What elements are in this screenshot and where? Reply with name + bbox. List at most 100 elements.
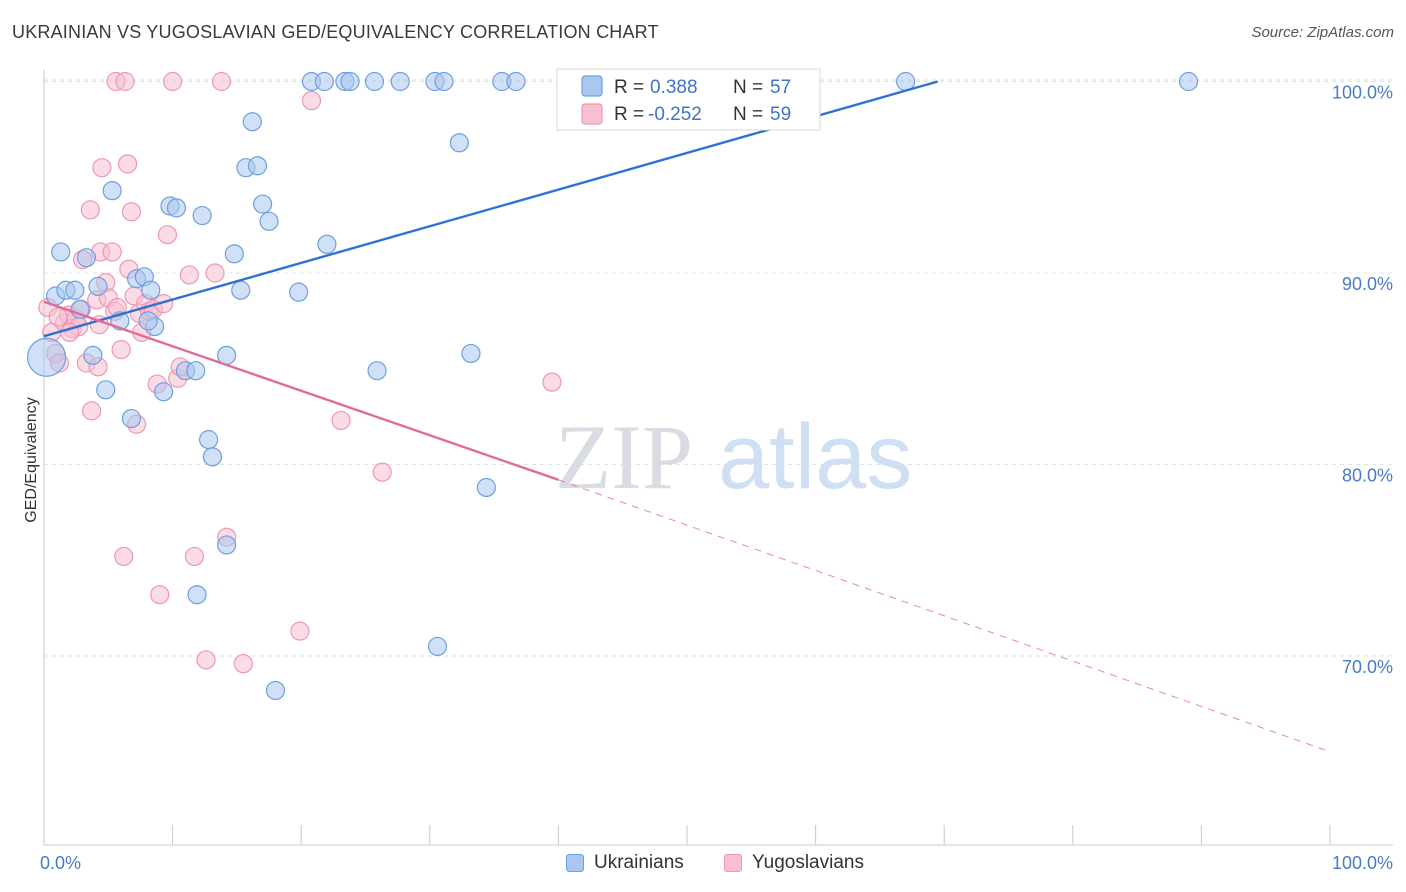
point-yugoslavians-22 <box>111 340 131 360</box>
point-yugoslavians-52 <box>542 372 562 392</box>
point-ukrainians-46 <box>434 71 454 92</box>
point-ukrainians-8 <box>88 276 108 297</box>
legend-r-label-1: R = <box>614 104 644 125</box>
bottom-legend-yugoslavians: Yugoslavians <box>724 852 864 874</box>
point-yugoslavians-19 <box>102 242 122 262</box>
point-yugoslavians-37 <box>157 225 178 245</box>
point-ukrainians-43 <box>390 71 410 92</box>
legend: R = 0.388 N = 57 R = -0.252 N = 59 <box>556 68 821 131</box>
legend-r-label-0: R = <box>614 77 644 98</box>
trend-line-yugoslavians-extension <box>558 479 1331 753</box>
point-yugoslavians-49 <box>301 91 322 111</box>
point-yugoslavians-58 <box>115 71 135 92</box>
point-yugoslavians-12 <box>81 401 102 421</box>
point-ukrainians-7 <box>83 345 103 365</box>
point-ukrainians-40 <box>340 71 360 92</box>
bottom-legend-swatch-ukrainians <box>566 854 584 872</box>
x-tick-label-left: 0.0% <box>40 853 81 873</box>
y-tick-labels: 70.0% 80.0% 90.0% 100.0% <box>1332 83 1393 678</box>
point-yugoslavians-47 <box>233 654 253 674</box>
point-ukrainians-30 <box>242 112 262 132</box>
watermark-zip: ZIP <box>555 406 693 508</box>
point-ukrainians-51 <box>506 71 526 92</box>
legend-n-value-0: 57 <box>770 77 791 98</box>
bottom-legend-label-yugoslavians: Yugoslavians <box>752 852 864 873</box>
point-yugoslavians-11 <box>80 200 100 220</box>
point-ukrainians-54 <box>1178 71 1199 92</box>
point-ukrainians-32 <box>253 194 273 214</box>
points-ukrainians <box>26 71 1199 701</box>
y-tick-label-90: 90.0% <box>1342 274 1393 294</box>
point-yugoslavians-50 <box>331 410 351 431</box>
point-yugoslavians-51 <box>372 462 392 482</box>
bottom-legend-ukrainians: Ukrainians <box>566 852 684 874</box>
bottom-legend-swatch-yugoslavians <box>724 854 742 872</box>
trend-line-yugoslavians <box>43 300 559 481</box>
point-yugoslavians-23 <box>114 546 134 567</box>
points-yugoslavians <box>38 71 562 674</box>
legend-n-label-1: N = <box>733 104 763 125</box>
point-yugoslavians-43 <box>196 650 216 670</box>
point-ukrainians-10 <box>102 181 122 201</box>
chart-title: UKRAINIAN VS YUGOSLAVIAN GED/EQUIVALENCY… <box>12 22 659 42</box>
point-ukrainians-19 <box>166 198 187 218</box>
point-ukrainians-31 <box>247 156 268 176</box>
point-ukrainians-17 <box>153 382 174 402</box>
point-ukrainians-56 <box>138 311 158 331</box>
point-ukrainians-41 <box>364 71 385 92</box>
legend-swatch-ukrainians <box>581 75 603 97</box>
x-tick-label-right: 100.0% <box>1332 853 1393 873</box>
point-ukrainians-28 <box>231 280 251 300</box>
point-yugoslavians-16 <box>92 158 112 178</box>
legend-n-value-1: 59 <box>770 104 791 125</box>
point-ukrainians-48 <box>461 343 481 364</box>
point-yugoslavians-41 <box>179 265 199 285</box>
point-yugoslavians-55 <box>48 307 68 327</box>
point-ukrainians-6 <box>76 248 97 268</box>
point-ukrainians-47 <box>449 133 469 153</box>
point-ukrainians-24 <box>202 447 223 467</box>
y-tick-label-100: 100.0% <box>1332 83 1393 103</box>
point-ukrainians-49 <box>476 477 496 498</box>
point-yugoslavians-35 <box>150 585 170 605</box>
point-yugoslavians-24 <box>117 154 138 174</box>
point-ukrainians-38 <box>317 234 337 254</box>
point-ukrainians-42 <box>367 361 387 381</box>
point-ukrainians-4 <box>65 280 85 300</box>
source-label: Source: ZipAtlas.com <box>1251 24 1394 41</box>
legend-swatch-yugoslavians <box>581 103 603 125</box>
point-ukrainians-25 <box>217 535 237 555</box>
bottom-legend-label-ukrainians: Ukrainians <box>594 852 684 873</box>
y-tick-label-70: 70.0% <box>1342 657 1393 677</box>
point-yugoslavians-45 <box>211 71 232 92</box>
point-ukrainians-35 <box>289 282 309 302</box>
legend-n-label-0: N = <box>733 77 763 98</box>
point-ukrainians-2 <box>51 242 71 262</box>
point-ukrainians-34 <box>265 680 286 701</box>
point-ukrainians-23 <box>199 430 219 450</box>
point-yugoslavians-44 <box>205 263 225 283</box>
watermark: ZIP atlas <box>555 406 912 508</box>
bottom-legend: Ukrainians Yugoslavians <box>0 852 1406 880</box>
legend-r-value-0: 0.388 <box>650 77 698 98</box>
point-ukrainians-21 <box>186 361 206 381</box>
point-yugoslavians-48 <box>290 621 310 641</box>
point-ukrainians-33 <box>259 211 279 231</box>
point-ukrainians-15 <box>141 280 161 300</box>
point-yugoslavians-26 <box>121 202 142 222</box>
watermark-atlas: atlas <box>718 406 912 508</box>
y-axis-label: GED/Equivalency <box>23 397 40 522</box>
point-ukrainians-45 <box>427 636 448 657</box>
point-ukrainians-12 <box>121 408 142 429</box>
point-ukrainians-37 <box>314 71 334 92</box>
y-tick-label-80: 80.0% <box>1342 466 1393 486</box>
point-yugoslavians-42 <box>184 546 205 567</box>
legend-r-value-1: -0.252 <box>648 104 702 125</box>
point-ukrainians-22 <box>192 205 212 226</box>
axes <box>43 70 1393 846</box>
point-ukrainians-0 <box>26 337 67 377</box>
point-ukrainians-27 <box>224 244 244 264</box>
point-ukrainians-9 <box>96 380 116 400</box>
point-yugoslavians-38 <box>163 71 183 92</box>
